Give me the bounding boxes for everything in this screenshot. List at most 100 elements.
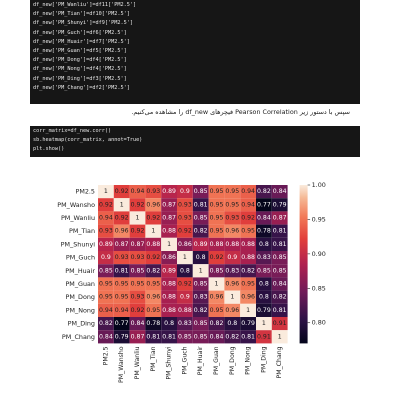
- heatmap-cell-label: 0.82: [194, 228, 208, 235]
- heatmap-cell: [113, 211, 130, 225]
- heatmap-cell: [98, 224, 114, 238]
- heatmap-cell-label: 0.93: [131, 254, 145, 261]
- heatmap-cell: [113, 237, 130, 251]
- heatmap-cell: [192, 264, 209, 278]
- heatmap-cell-label: 0.85: [210, 267, 224, 274]
- heatmap-cell: [145, 264, 162, 278]
- y-tick-label: PM_Tian: [69, 227, 95, 235]
- heatmap-cell: [192, 290, 209, 304]
- heatmap-cell: [256, 237, 272, 251]
- heatmap-cell-label: 0.83: [178, 320, 192, 327]
- heatmap-cell-label: 0.9: [101, 254, 111, 261]
- heatmap-cell: [145, 303, 162, 317]
- heatmap-cell: [129, 237, 146, 251]
- heatmap-cell: [161, 185, 177, 199]
- heatmap-cell-label: 0.95: [210, 228, 224, 235]
- heatmap-cell: [98, 237, 114, 251]
- heatmap-cell-label: 0.91: [273, 320, 287, 327]
- heatmap-cell-label: 0.77: [257, 201, 271, 208]
- heatmap-cell-label: 0.94: [99, 307, 113, 314]
- heatmap-cell: [256, 251, 272, 265]
- heatmap-cell-label: 0.94: [99, 215, 113, 222]
- heatmap-cell: [192, 277, 209, 291]
- heatmap-cell: [177, 185, 193, 199]
- heatmap-cell: [98, 277, 114, 291]
- heatmap-cell: [177, 264, 193, 278]
- heatmap-cell-label: 0.9: [180, 188, 190, 195]
- heatmap-cell-label: 1: [230, 294, 234, 301]
- heatmap-cell: [129, 185, 146, 199]
- heatmap-cell-label: 0.92: [241, 215, 255, 222]
- code-line: df_new['PM_Guan']=df5['PM2.5']: [33, 47, 127, 54]
- x-tick-label: PM_Chang: [276, 346, 283, 378]
- heatmap-cell-label: 0.85: [273, 254, 287, 261]
- heatmap-cell: [271, 277, 288, 291]
- heatmap-cell: [256, 224, 272, 238]
- x-tick-label: PM_Shunyi: [166, 346, 173, 380]
- heatmap-cell-label: 0.9: [180, 294, 190, 301]
- x-tick-label: PM_Guch: [181, 346, 188, 374]
- colorbar-tick-label: 0.90: [312, 250, 326, 258]
- heatmap-cell-label: 0.87: [162, 201, 176, 208]
- heatmap-cell: [161, 290, 177, 304]
- heatmap-cell-label: 0.81: [194, 201, 208, 208]
- heatmap-cell-label: 0.8: [180, 267, 190, 274]
- heatmap-cell-label: 0.85: [194, 281, 208, 288]
- heatmap-cell: [208, 237, 225, 251]
- y-tick-label: PM_Wansho: [57, 201, 95, 209]
- heatmap-cell: [224, 290, 241, 304]
- heatmap-cell: [145, 330, 162, 344]
- heatmap-cell-label: 0.79: [241, 320, 255, 327]
- heatmap-cell: [192, 211, 209, 225]
- heatmap-cell-label: 1: [167, 241, 171, 248]
- heatmap-cell: [161, 277, 177, 291]
- y-tick-label: PM_Guch: [66, 254, 95, 262]
- heatmap-cell-label: 0.89: [99, 241, 113, 248]
- heatmap-cell: [113, 264, 130, 278]
- heatmap-cell-label: 0.91: [257, 333, 271, 340]
- heatmap-cell: [177, 303, 193, 317]
- heatmap-cell: [256, 317, 272, 331]
- heatmap-cell-label: 0.85: [194, 188, 208, 195]
- heatmap-cell-label: 0.85: [273, 267, 287, 274]
- heatmap-cell-label: 0.92: [178, 228, 192, 235]
- code-line: df_new['PM_Huair']=df7['PM2.5']: [33, 38, 130, 45]
- heatmap-cell: [224, 277, 241, 291]
- heatmap-cell: [192, 330, 209, 344]
- heatmap-cell: [256, 211, 272, 225]
- heatmap-cell: [98, 185, 114, 199]
- heatmap-cell: [113, 224, 130, 238]
- heatmap-cell-label: 0.86: [178, 241, 192, 248]
- x-tick-label: PM2.5: [102, 346, 109, 365]
- heatmap-cell-label: 0.82: [273, 294, 287, 301]
- heatmap-cell-label: 0.84: [273, 281, 287, 288]
- heatmap-cell: [240, 224, 256, 238]
- y-tick-label: PM_Shunyi: [61, 240, 96, 248]
- heatmap-cell-label: 0.92: [131, 307, 145, 314]
- heatmap-cell: [192, 303, 209, 317]
- y-tick-label: PM_Chang: [62, 333, 95, 341]
- heatmap-cell-label: 0.95: [210, 215, 224, 222]
- heatmap-cell-label: 0.92: [178, 281, 192, 288]
- heatmap-cell-label: 0.82: [210, 320, 224, 327]
- heatmap-cell: [208, 277, 225, 291]
- heatmap-cell: [224, 211, 241, 225]
- heatmap-cell: [271, 224, 288, 238]
- heatmap-cell: [256, 185, 272, 199]
- colorbar-tick-label: 0.85: [312, 284, 326, 292]
- heatmap-cell: [177, 330, 193, 344]
- x-tick-label: PM_Ding: [260, 346, 267, 373]
- heatmap-cell: [240, 290, 256, 304]
- heatmap-cell-label: 0.85: [257, 267, 271, 274]
- heatmap-cell-label: 0.84: [210, 333, 224, 340]
- heatmap-cell: [129, 264, 146, 278]
- heatmap-cell-label: 1: [136, 215, 140, 222]
- heatmap-cell: [224, 185, 241, 199]
- heatmap-cell-label: 0.96: [146, 201, 160, 208]
- heatmap-cell-label: 0.95: [99, 294, 113, 301]
- heatmap-cell: [224, 251, 241, 265]
- heatmap-cell-label: 0.8: [227, 320, 237, 327]
- heatmap-cell-label: 0.95: [225, 188, 239, 195]
- heatmap-cell: [98, 198, 114, 212]
- x-tick-label: PM_Wansho: [118, 346, 125, 383]
